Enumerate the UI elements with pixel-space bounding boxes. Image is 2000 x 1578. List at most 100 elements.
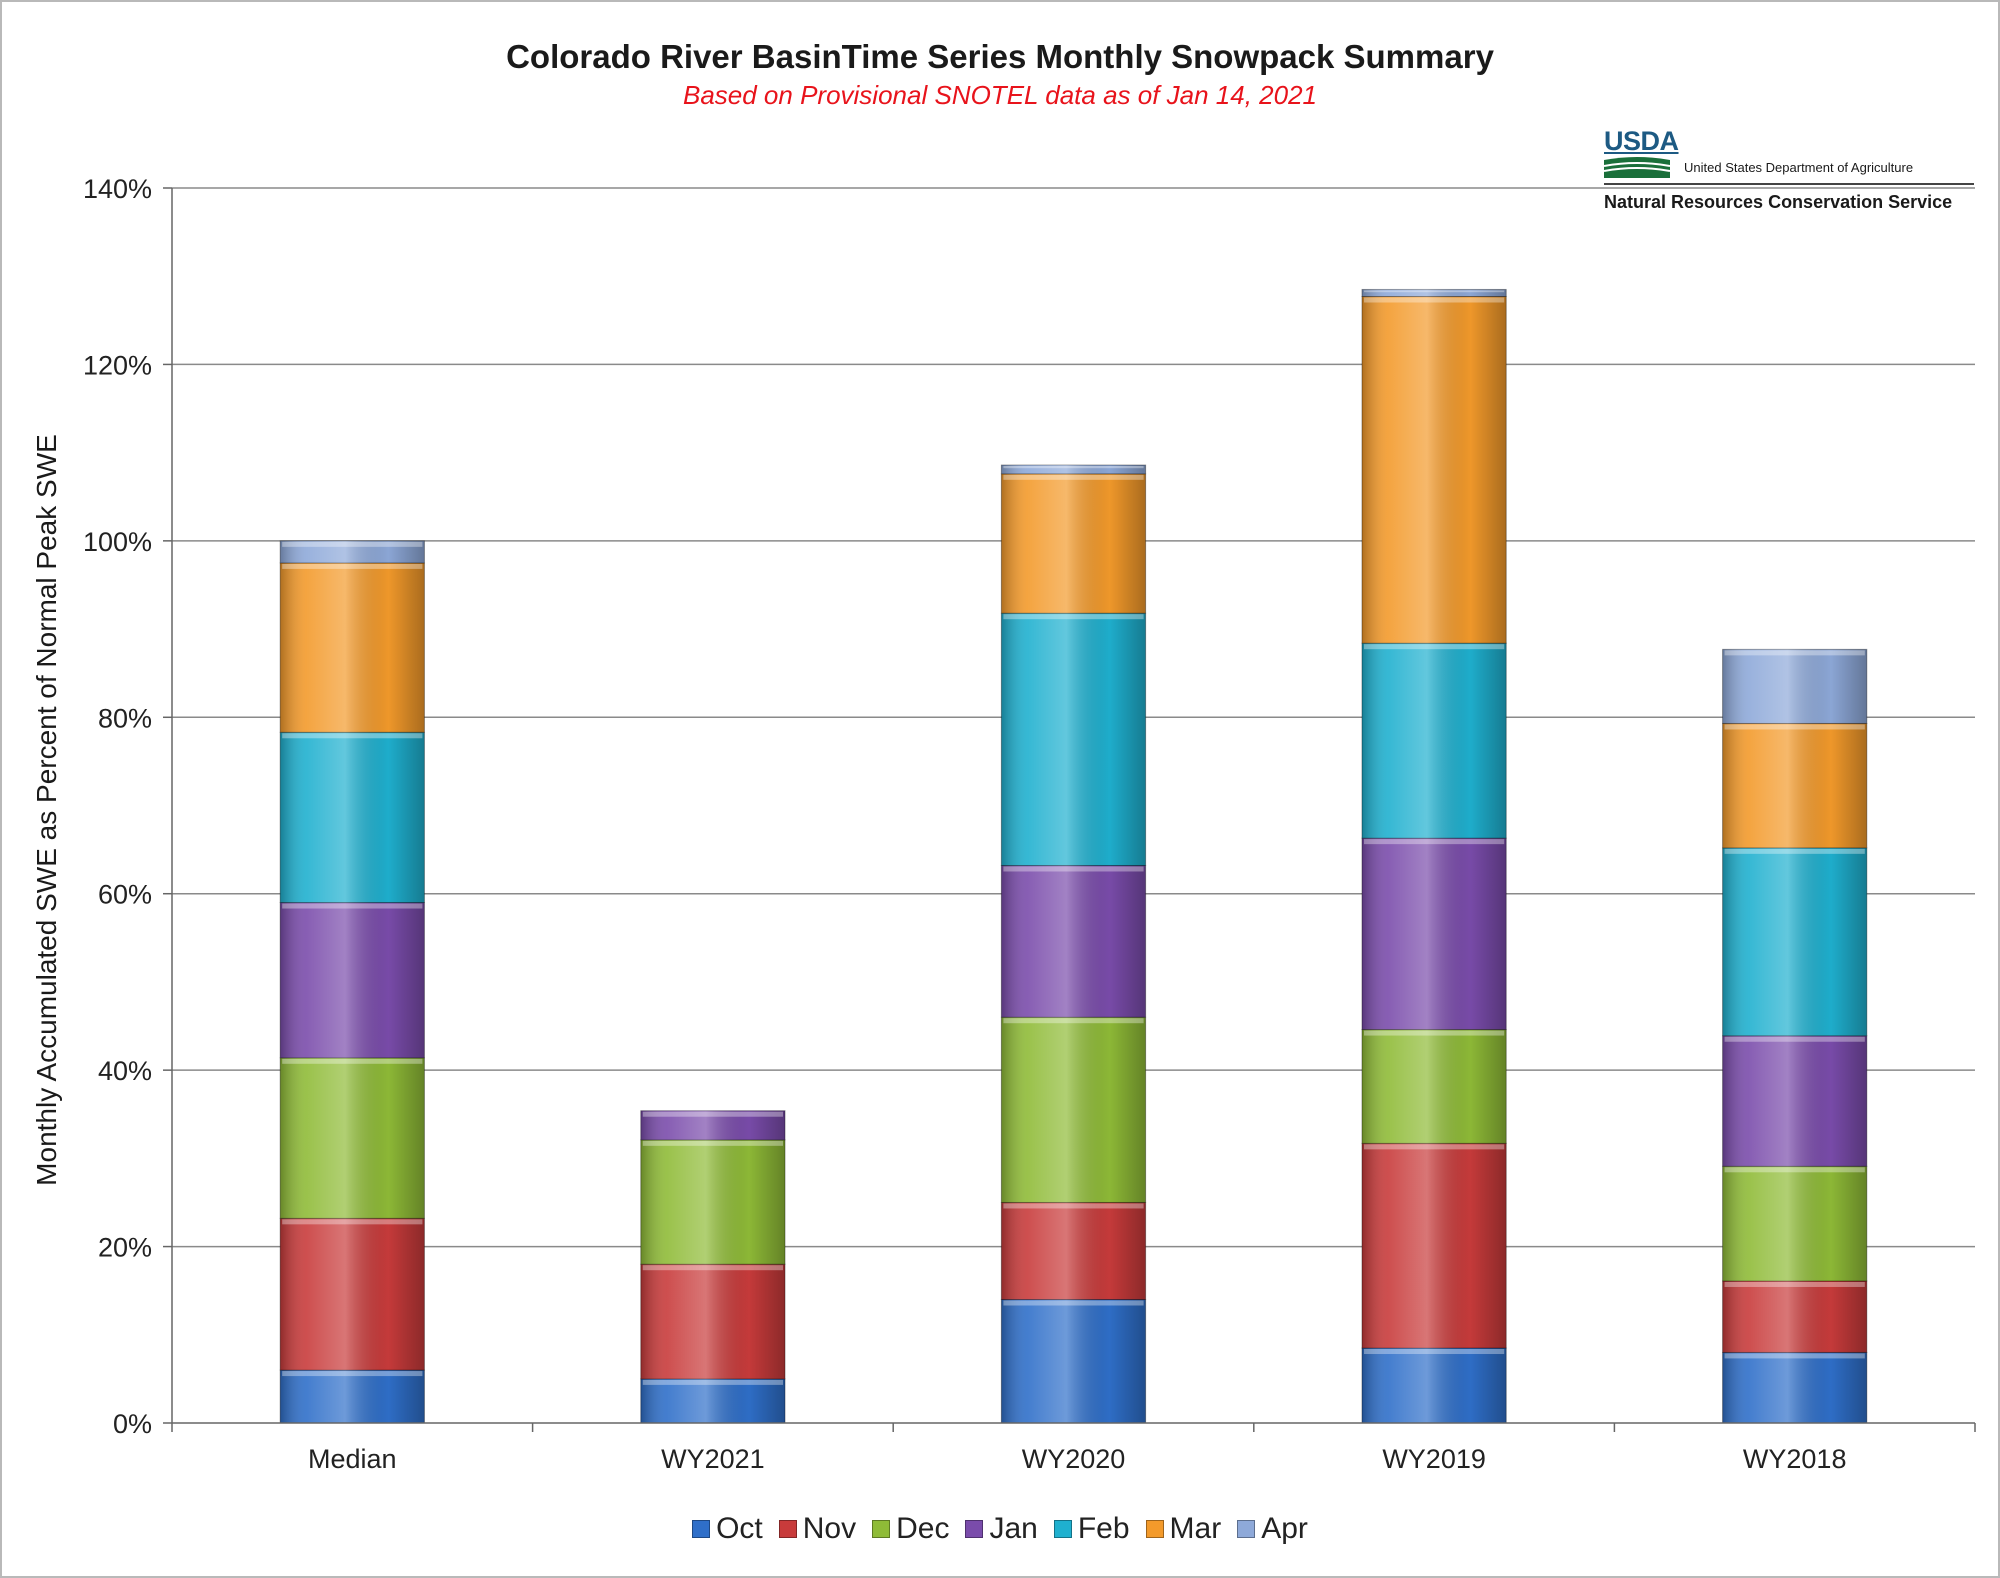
bar-shading <box>1001 473 1146 614</box>
legend-label: Nov <box>802 1512 857 1545</box>
bar-highlight <box>282 563 423 569</box>
bar-highlight <box>1724 1167 1865 1173</box>
bar-shading <box>640 1378 786 1423</box>
x-tick-label: WY2021 <box>661 1444 765 1474</box>
legend-item-apr: Apr <box>1237 1512 1308 1546</box>
bar-shading <box>280 1057 425 1219</box>
bar-highlight <box>1724 1353 1865 1359</box>
legend-swatch <box>965 1520 984 1538</box>
x-tick-label: Median <box>308 1444 397 1474</box>
legend-label: Dec <box>896 1512 950 1545</box>
legend-label: Oct <box>716 1512 763 1545</box>
bar-shading <box>280 1370 425 1423</box>
bar-highlight <box>1724 724 1865 730</box>
legend-swatch <box>1145 1520 1164 1538</box>
bar-highlight <box>642 1379 784 1385</box>
bar-shading <box>1722 1035 1867 1167</box>
bar-highlight <box>1003 614 1144 620</box>
bar-highlight <box>1003 465 1144 469</box>
bar-highlight <box>1724 1036 1865 1042</box>
bar-shading <box>640 1110 786 1140</box>
bar-shading <box>280 562 425 733</box>
bar-highlight <box>1724 1281 1865 1287</box>
bar-shading <box>280 732 425 903</box>
bar-shading <box>1722 1352 1867 1423</box>
axes: 0% 20% 40% 60% 80% 100% 120% 140% Median WY2021 WY… <box>83 174 1976 1474</box>
legend-label: Apr <box>1261 1512 1308 1545</box>
legend-item-feb: Feb <box>1053 1512 1130 1546</box>
y-tick-label: 0% <box>113 1409 152 1439</box>
y-tick-label: 60% <box>98 880 152 910</box>
y-axis-label: Monthly Accumulated SWE as Percent of No… <box>31 434 62 1186</box>
bar-highlight <box>1363 290 1505 293</box>
bar-shading <box>280 902 425 1058</box>
bar-highlight <box>1363 297 1505 303</box>
bar-shading <box>1001 1017 1146 1203</box>
bar-shading <box>1722 723 1867 848</box>
bar-shading <box>1361 643 1507 839</box>
legend-swatch <box>1053 1520 1072 1538</box>
bar-highlight <box>1003 474 1144 480</box>
bar-shading <box>1001 865 1146 1018</box>
bar-shading <box>280 540 425 563</box>
legend-label: Jan <box>989 1512 1038 1545</box>
y-tick-label: 100% <box>83 527 152 557</box>
y-tick-label: 120% <box>83 350 152 380</box>
bar-highlight <box>1363 644 1505 650</box>
y-tick-label: 140% <box>83 174 152 204</box>
x-tick-label: WY2020 <box>1022 1444 1126 1474</box>
legend: Oct Nov Dec Jan Feb Mar Apr <box>0 1512 2000 1546</box>
y-tick-label: 80% <box>98 703 152 733</box>
bars <box>279 288 1868 1424</box>
bar-shading <box>1722 649 1867 724</box>
bar-highlight <box>282 1219 423 1225</box>
legend-item-mar: Mar <box>1145 1512 1222 1546</box>
legend-label: Mar <box>1169 1512 1222 1545</box>
bar-highlight <box>282 541 423 547</box>
bar-shading <box>1001 464 1146 474</box>
legend-item-oct: Oct <box>692 1512 763 1546</box>
usda-department-name: United States Department of Agriculture <box>1684 160 1914 175</box>
legend-item-dec: Dec <box>872 1512 949 1546</box>
bar-highlight <box>282 1371 423 1377</box>
usda-divider <box>1604 183 1974 185</box>
bar-highlight <box>1003 1203 1144 1209</box>
bar-shading <box>1361 1143 1507 1349</box>
bar-shading <box>1361 1029 1507 1144</box>
legend-swatch <box>872 1520 891 1538</box>
usda-logo-block: USDA United States Department of Agricul… <box>1598 122 1978 218</box>
bar-shading <box>640 1264 786 1379</box>
bar-highlight <box>1724 650 1865 656</box>
usda-logo-icon <box>1604 157 1670 178</box>
bar-highlight <box>1724 848 1865 854</box>
bar-shading <box>1361 289 1507 297</box>
bar-shading <box>1722 1166 1867 1281</box>
legend-item-jan: Jan <box>965 1512 1038 1546</box>
bar-shading <box>280 1218 425 1371</box>
chart-subtitle: Based on Provisional SNOTEL data as of J… <box>682 80 1318 110</box>
bar-shading <box>640 1139 786 1265</box>
bar-shading <box>1001 1299 1146 1423</box>
chart-title: Colorado River BasinTime Series Monthly … <box>506 38 1494 75</box>
bar-shading <box>1361 296 1507 644</box>
bar-highlight <box>1003 1300 1144 1306</box>
bar-highlight <box>642 1265 784 1271</box>
bar-highlight <box>1003 866 1144 872</box>
bar-shading <box>1001 1202 1146 1300</box>
bar-highlight <box>1363 1349 1505 1355</box>
bar-shading <box>1722 1280 1867 1353</box>
bar-highlight <box>1363 839 1505 845</box>
usda-agency-name: Natural Resources Conservation Service <box>1604 192 1953 212</box>
bar-shading <box>1001 613 1146 866</box>
bar-shading <box>1361 1348 1507 1423</box>
x-tick-label: WY2018 <box>1743 1444 1847 1474</box>
legend-swatch <box>778 1520 797 1538</box>
bar-shading <box>1361 838 1507 1030</box>
legend-item-nov: Nov <box>778 1512 857 1546</box>
bar-highlight <box>642 1111 784 1117</box>
bar-highlight <box>1363 1030 1505 1036</box>
bar-highlight <box>282 903 423 909</box>
bar-highlight <box>1003 1018 1144 1024</box>
y-tick-label: 40% <box>98 1056 152 1086</box>
